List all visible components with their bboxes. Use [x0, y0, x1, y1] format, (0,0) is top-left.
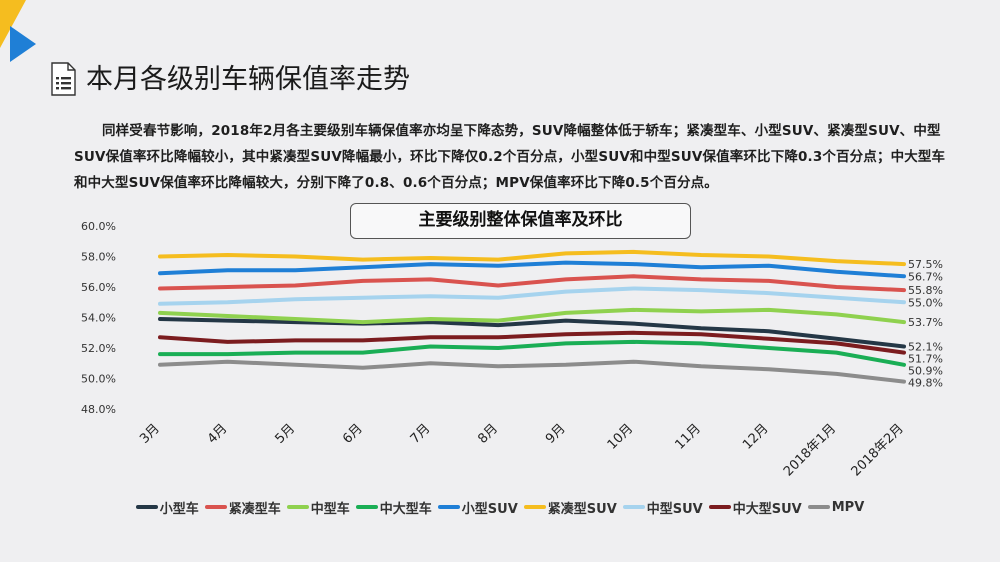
x-tick-label: 11月 [672, 421, 703, 452]
series-line [158, 249, 906, 267]
document-icon [51, 62, 76, 96]
end-data-label: 55.0% [908, 296, 943, 309]
legend-label: 小型车 [159, 501, 199, 517]
x-tick-label: 2018年1月 [781, 421, 839, 479]
legend-swatch [204, 505, 227, 509]
end-data-label: 53.7% [908, 316, 943, 329]
y-tick-label: 60.0% [81, 220, 116, 233]
x-tick-label: 6月 [340, 421, 366, 447]
legend-label: 紧凑型SUV [547, 501, 617, 517]
legend-item: 中大型SUV [708, 498, 802, 517]
end-data-label: 55.8% [908, 284, 943, 297]
legend-label: 中型SUV [646, 501, 703, 517]
series-line [158, 274, 906, 293]
end-data-label: 56.7% [908, 270, 943, 283]
page-title: 本月各级别车辆保值率走势 [86, 64, 410, 95]
end-data-label: 52.1% [908, 341, 943, 354]
series-line [158, 286, 906, 306]
legend-item: 中大型车 [355, 498, 432, 517]
legend-label: MPV [831, 499, 865, 515]
legend-item: 紧凑型SUV [523, 498, 617, 517]
legend-swatch [708, 505, 731, 509]
x-tick-label: 5月 [272, 421, 298, 447]
series-line [158, 260, 906, 279]
y-tick-label: 50.0% [81, 373, 116, 386]
legend-label: 中大型车 [379, 501, 432, 517]
legend-item: 小型车 [135, 498, 199, 517]
x-tick-label: 9月 [543, 421, 569, 447]
legend-label: 紧凑型车 [228, 501, 281, 517]
x-tick-label: 7月 [408, 421, 434, 447]
y-tick-label: 58.0% [81, 251, 116, 264]
y-tick-label: 52.0% [81, 342, 116, 355]
x-tick-label: 10月 [605, 421, 636, 452]
chart-title: 主要级别整体保值率及环比 [350, 203, 691, 239]
series-line [158, 307, 906, 325]
y-tick-label: 56.0% [81, 281, 116, 294]
series-line [158, 317, 906, 349]
legend-swatch [135, 505, 158, 509]
end-data-label: 51.7% [908, 353, 943, 366]
series-line [158, 359, 906, 384]
legend-swatch [807, 505, 830, 509]
x-tick-label: 3月 [137, 421, 163, 447]
end-data-label: 57.5% [908, 258, 943, 271]
y-tick-label: 48.0% [81, 403, 116, 416]
legend-item: 小型SUV [437, 498, 518, 517]
corner-accent [0, 0, 36, 62]
legend-swatch [286, 505, 309, 509]
legend-label: 小型SUV [461, 501, 518, 517]
x-tick-label: 12月 [740, 421, 771, 452]
legend-swatch [437, 505, 460, 509]
end-data-label: 49.8% [908, 377, 943, 390]
y-tick-label: 54.0% [81, 312, 116, 325]
x-tick-label: 8月 [475, 421, 501, 447]
legend-item: 紧凑型车 [204, 498, 281, 517]
legend-swatch [622, 505, 645, 509]
legend-swatch [523, 505, 546, 509]
x-tick-label: 2018年2月 [849, 421, 907, 479]
legend-label: 中型车 [310, 501, 350, 517]
series-line [158, 339, 906, 367]
legend-label: 中大型SUV [732, 501, 802, 517]
legend-item: 中型车 [286, 498, 350, 517]
legend-swatch [355, 505, 378, 509]
summary-paragraph: 同样受春节影响，2018年2月各主要级别车辆保值率亦均呈下降态势，SUV降幅整体… [74, 123, 946, 191]
end-data-label: 50.9% [908, 365, 943, 378]
legend-item: MPV [807, 499, 865, 515]
x-tick-label: 4月 [205, 421, 231, 447]
legend-item: 中型SUV [622, 498, 703, 517]
chart-legend: 小型车 紧凑型车 中型车 中大型车 小型SUV 紧凑型SUV 中型SUV 中大型SUV MPV [0, 497, 1000, 517]
series-line [158, 330, 906, 355]
